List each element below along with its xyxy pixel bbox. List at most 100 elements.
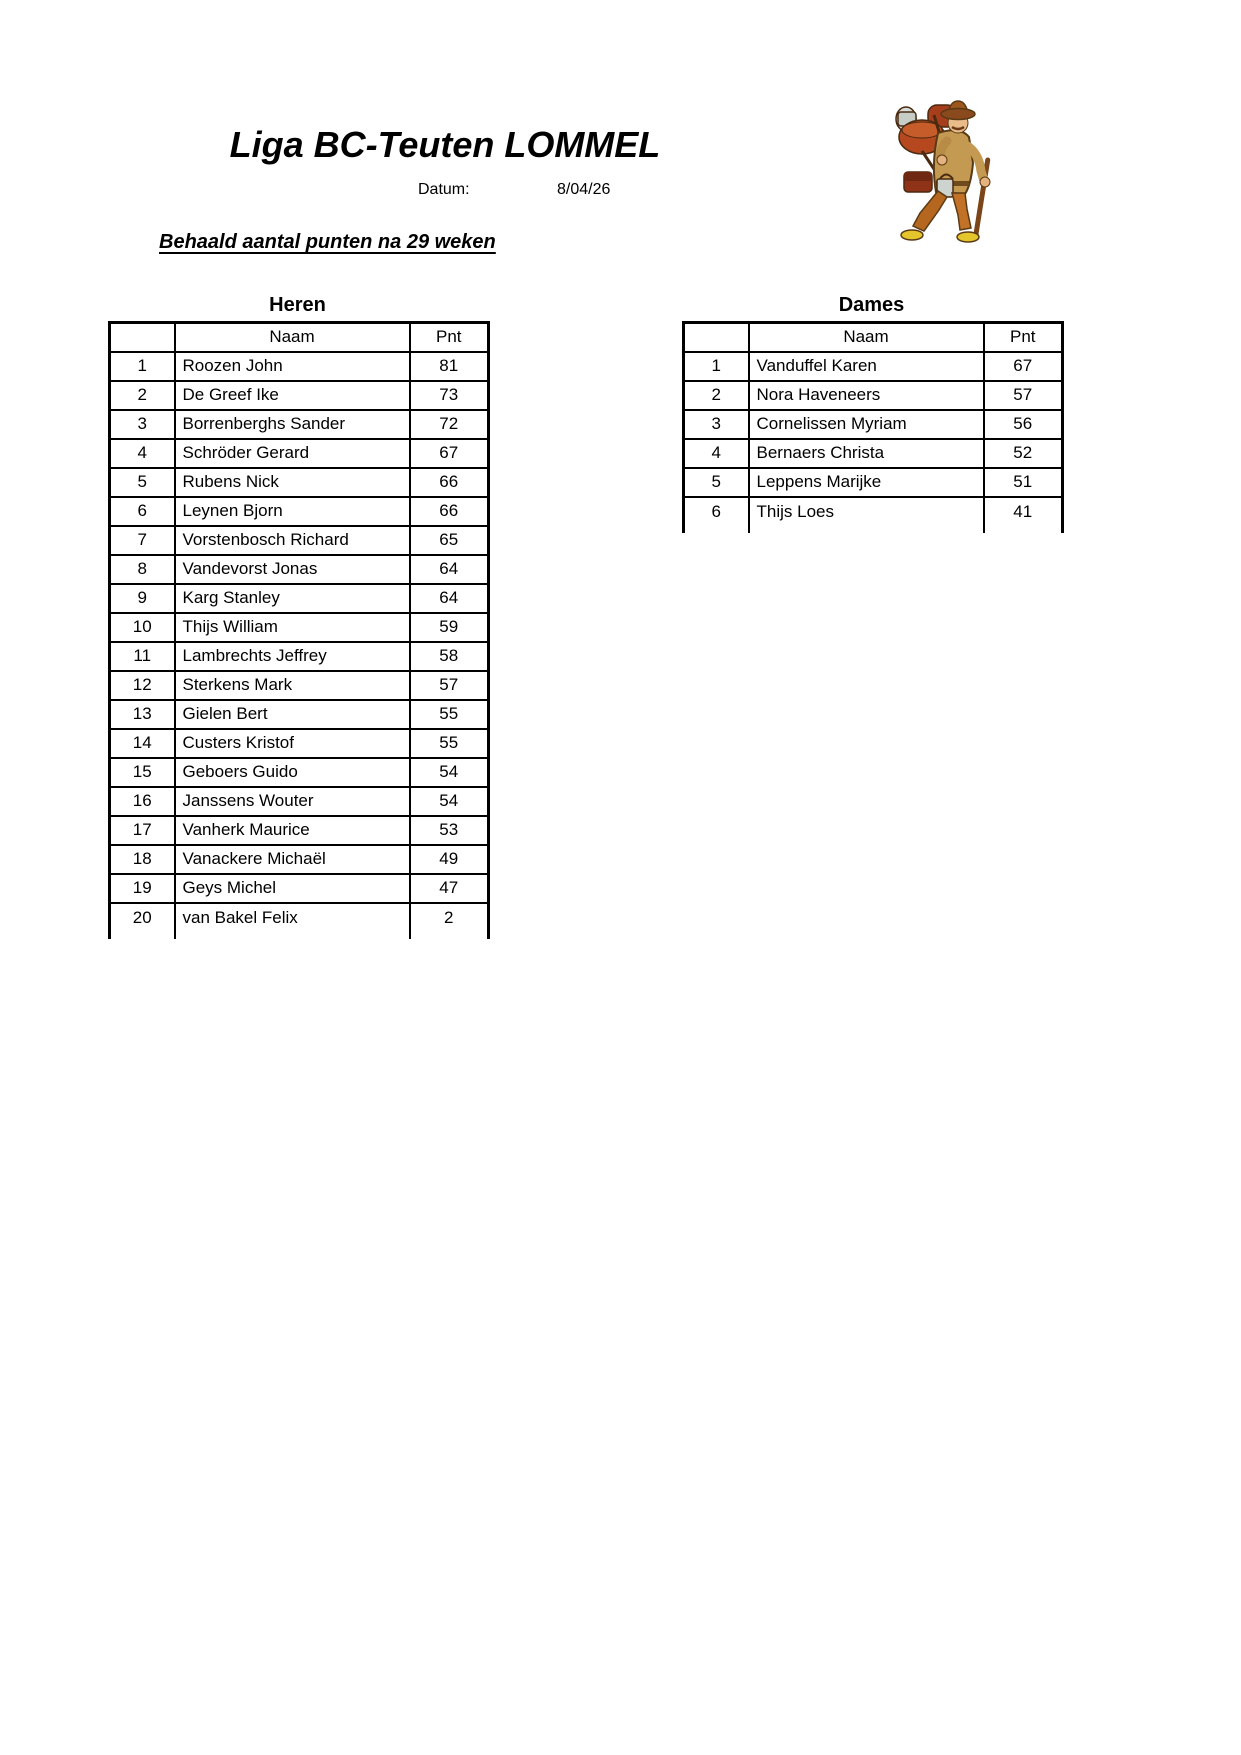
cell-rank: 9: [108, 582, 176, 613]
cell-naam: van Bakel Felix: [173, 901, 411, 932]
table-row: 3 Borrenberghs Sander 72: [108, 408, 490, 439]
cell-rank: 2: [108, 379, 176, 410]
cell-rank: 16: [108, 785, 176, 816]
cell-naam: Bernaers Christa: [747, 437, 985, 468]
cell-rank: 20: [108, 901, 176, 932]
table-row: 12 Sterkens Mark 57: [108, 669, 490, 700]
cell-naam: Thijs William: [173, 611, 411, 642]
table-row: 16 Janssens Wouter 54: [108, 785, 490, 816]
cell-naam: Vanherk Maurice: [173, 814, 411, 845]
cell-naam: Leynen Bjorn: [173, 495, 411, 526]
cell-pnt: 81: [408, 350, 490, 381]
col-header-pnt: Pnt: [982, 321, 1064, 352]
cell-rank: 1: [682, 350, 750, 381]
cell-pnt: 67: [982, 350, 1064, 381]
cell-naam: Cornelissen Myriam: [747, 408, 985, 439]
table-header-row: Naam Pnt: [682, 321, 1064, 352]
cell-rank: 5: [682, 466, 750, 497]
cell-rank: 2: [682, 379, 750, 410]
cell-naam: Janssens Wouter: [173, 785, 411, 816]
cell-rank: 6: [682, 495, 750, 526]
cell-naam: Thijs Loes: [747, 495, 985, 526]
cell-naam: Vanackere Michaël: [173, 843, 411, 874]
table-row: 17 Vanherk Maurice 53: [108, 814, 490, 845]
table-row: 14 Custers Kristof 55: [108, 727, 490, 758]
cell-rank: 3: [682, 408, 750, 439]
col-header-naam: Naam: [173, 321, 411, 352]
cell-rank: 19: [108, 872, 176, 903]
cell-naam: Custers Kristof: [173, 727, 411, 758]
cell-rank: 14: [108, 727, 176, 758]
table-row: 8 Vandevorst Jonas 64: [108, 553, 490, 584]
cell-rank: 11: [108, 640, 176, 671]
table-row: 18 Vanackere Michaël 49: [108, 843, 490, 874]
table-row: 20 van Bakel Felix 2: [108, 901, 490, 932]
cell-pnt: 58: [408, 640, 490, 671]
cell-naam: De Greef Ike: [173, 379, 411, 410]
cell-rank: 7: [108, 524, 176, 555]
cell-rank: 18: [108, 843, 176, 874]
cell-naam: Geboers Guido: [173, 756, 411, 787]
table-row: 1 Vanduffel Karen 67: [682, 350, 1064, 381]
table-row: 1 Roozen John 81: [108, 350, 490, 381]
cell-pnt: 64: [408, 582, 490, 613]
cell-rank: 12: [108, 669, 176, 700]
heren-title: Heren: [269, 294, 326, 316]
page-title: Liga BC-Teuten LOMMEL: [229, 124, 661, 165]
table-row: 4 Schröder Gerard 67: [108, 437, 490, 468]
stub-cell: [747, 525, 985, 533]
dames-title: Dames: [838, 294, 905, 316]
cell-pnt: 67: [408, 437, 490, 468]
cell-naam: Karg Stanley: [173, 582, 411, 613]
cell-naam: Geys Michel: [173, 872, 411, 903]
dames-section: Dames Naam Pnt 1 Vanduffel Karen 67 2 Nora H…: [682, 294, 1064, 533]
cell-pnt: 59: [408, 611, 490, 642]
cell-naam: Gielen Bert: [173, 698, 411, 729]
datum-label: Datum:: [418, 181, 470, 198]
cell-naam: Lambrechts Jeffrey: [173, 640, 411, 671]
cell-pnt: 41: [982, 495, 1064, 526]
table-row: 4 Bernaers Christa 52: [682, 437, 1064, 468]
stub-cell: [682, 525, 750, 533]
cell-pnt: 51: [982, 466, 1064, 497]
table-row: 10 Thijs William 59: [108, 611, 490, 642]
cell-pnt: 64: [408, 553, 490, 584]
heren-section: Heren Naam Pnt 1 Roozen John 81 2 De Greef I…: [108, 294, 490, 939]
cell-rank: 5: [108, 466, 176, 497]
cell-pnt: 52: [982, 437, 1064, 468]
cell-pnt: 54: [408, 785, 490, 816]
cell-pnt: 57: [408, 669, 490, 700]
cell-rank: 15: [108, 756, 176, 787]
col-header-rank: [682, 321, 750, 352]
cell-naam: Schröder Gerard: [173, 437, 411, 468]
stub-cell: [408, 931, 490, 939]
table-row: 13 Gielen Bert 55: [108, 698, 490, 729]
cell-naam: Leppens Marijke: [747, 466, 985, 497]
cell-pnt: 49: [408, 843, 490, 874]
cell-naam: Nora Haveneers: [747, 379, 985, 410]
stub-cell: [982, 525, 1064, 533]
cell-rank: 17: [108, 814, 176, 845]
col-header-rank: [108, 321, 176, 352]
cell-pnt: 55: [408, 727, 490, 758]
cell-pnt: 65: [408, 524, 490, 555]
col-header-naam: Naam: [747, 321, 985, 352]
table-bottom-stub: [682, 525, 1064, 533]
cell-naam: Vanduffel Karen: [747, 350, 985, 381]
cell-pnt: 47: [408, 872, 490, 903]
cell-rank: 1: [108, 350, 176, 381]
cell-naam: Vandevorst Jonas: [173, 553, 411, 584]
subtitle: Behaald aantal punten na 29 weken: [159, 231, 496, 253]
cell-naam: Vorstenbosch Richard: [173, 524, 411, 555]
cell-pnt: 72: [408, 408, 490, 439]
cell-pnt: 2: [408, 901, 490, 932]
cell-pnt: 54: [408, 756, 490, 787]
table-bottom-stub: [108, 931, 490, 939]
cell-pnt: 55: [408, 698, 490, 729]
cell-naam: Rubens Nick: [173, 466, 411, 497]
table-row: 9 Karg Stanley 64: [108, 582, 490, 613]
cell-pnt: 73: [408, 379, 490, 410]
table-header-row: Naam Pnt: [108, 321, 490, 352]
cell-rank: 6: [108, 495, 176, 526]
